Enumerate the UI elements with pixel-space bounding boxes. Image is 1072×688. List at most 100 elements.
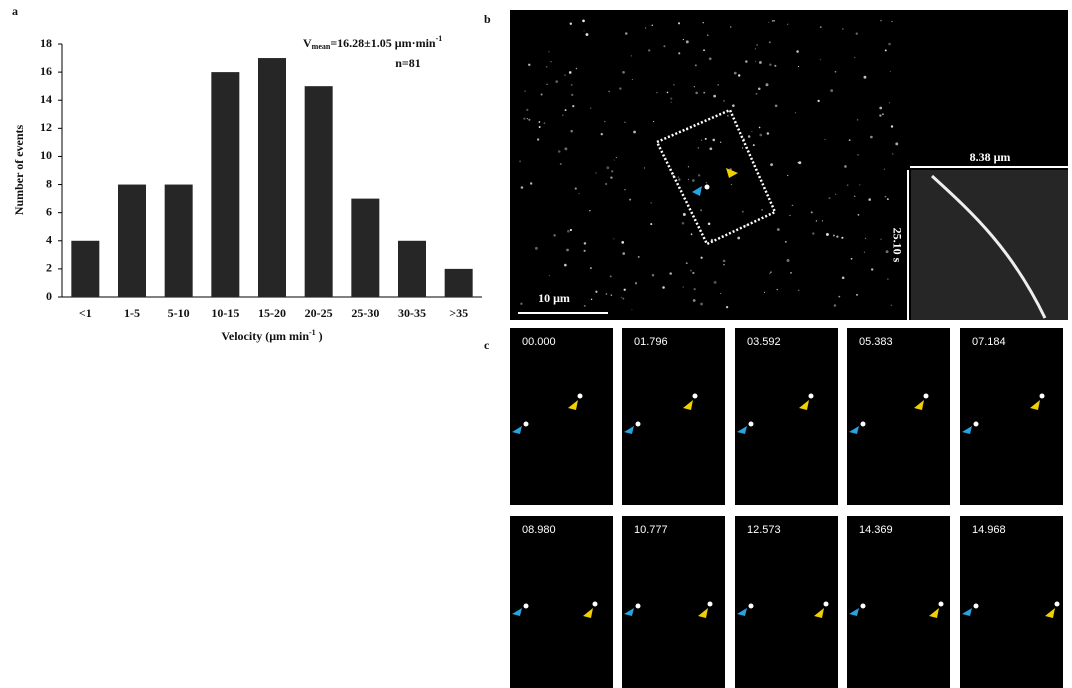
speckle — [688, 179, 689, 180]
tile-label: 03.592 — [747, 336, 781, 348]
speckle — [742, 147, 743, 148]
speckle — [707, 34, 709, 36]
speckle — [726, 306, 728, 308]
speckle — [688, 166, 689, 167]
speckle — [706, 182, 707, 183]
speckle — [864, 76, 867, 79]
speckle — [530, 182, 532, 184]
speckle — [712, 139, 715, 142]
speckle — [690, 270, 692, 272]
speckle — [694, 86, 695, 87]
speckle — [560, 163, 562, 165]
speckle — [595, 291, 597, 293]
speckle — [884, 169, 885, 170]
tile — [735, 328, 838, 505]
particle — [861, 422, 866, 427]
speckle — [847, 184, 849, 186]
speckle — [817, 100, 819, 102]
speckle — [526, 109, 528, 111]
speckle — [700, 303, 703, 306]
speckle — [789, 215, 790, 216]
speckle — [787, 175, 788, 176]
speckle — [891, 304, 893, 306]
x-tick-label: >35 — [449, 306, 468, 320]
speckle — [575, 188, 577, 190]
speckle — [755, 61, 756, 62]
speckle — [703, 22, 704, 23]
speckle — [686, 40, 689, 43]
y-tick-label: 4 — [46, 233, 52, 247]
particle — [924, 394, 929, 399]
speckle — [731, 184, 732, 185]
speckle — [591, 299, 592, 300]
speckle — [812, 232, 814, 234]
speckle — [528, 64, 530, 66]
speckle — [770, 271, 771, 272]
speckle — [865, 238, 866, 239]
particle — [974, 604, 979, 609]
speckle — [777, 289, 778, 290]
speckle — [768, 22, 769, 23]
speckle — [673, 84, 675, 86]
speckle — [824, 139, 825, 140]
y-axis-title: Number of events — [12, 124, 26, 215]
speckle — [616, 157, 617, 158]
speckle — [745, 60, 747, 62]
speckle — [713, 95, 716, 98]
speckle — [564, 147, 567, 150]
speckle — [584, 30, 585, 31]
speckle — [678, 22, 680, 24]
speckle — [692, 272, 694, 274]
y-tick-label: 14 — [40, 92, 52, 106]
speckle — [523, 117, 525, 119]
speckle — [572, 105, 574, 107]
x-axis-title: Velocity (μm min-1 ) — [221, 328, 322, 343]
speckle — [851, 258, 853, 260]
particle — [749, 422, 754, 427]
speckle — [605, 183, 607, 185]
ann-sub: mean — [312, 42, 331, 51]
bar — [165, 185, 193, 297]
tile-label: 01.796 — [634, 336, 668, 348]
speckle — [550, 61, 551, 62]
speckle — [727, 115, 728, 116]
bar — [71, 241, 99, 297]
speckle — [678, 52, 680, 54]
speckle — [562, 115, 563, 116]
speckle — [548, 51, 549, 52]
speckle — [614, 159, 615, 160]
speckle — [764, 292, 765, 293]
speckle — [567, 230, 570, 233]
speckle — [868, 198, 871, 201]
x-tick-label: <1 — [79, 306, 92, 320]
bar — [398, 241, 426, 297]
speckle — [569, 71, 572, 74]
speckle — [787, 24, 788, 25]
speckle — [645, 27, 646, 28]
speckle — [683, 39, 684, 40]
speckle — [570, 229, 572, 231]
tile — [960, 328, 1063, 505]
particle — [749, 604, 754, 609]
speckle — [648, 49, 650, 51]
speckle — [758, 87, 761, 90]
speckle — [571, 84, 573, 86]
particle — [809, 394, 814, 399]
ann-main: V — [303, 36, 312, 50]
speckle — [879, 107, 882, 110]
speckle — [751, 131, 752, 132]
speckle — [604, 121, 605, 122]
speckle — [842, 29, 843, 30]
bar — [118, 185, 146, 297]
speckle — [871, 268, 873, 270]
speckle — [584, 305, 586, 307]
speckle — [767, 132, 770, 135]
speckle — [589, 210, 590, 211]
speckle — [759, 127, 761, 129]
y-tick-label: 12 — [40, 120, 52, 134]
speckle — [777, 228, 780, 231]
tile — [735, 516, 838, 688]
speckle — [546, 84, 547, 85]
speckle — [755, 48, 756, 49]
speckle — [790, 272, 792, 274]
